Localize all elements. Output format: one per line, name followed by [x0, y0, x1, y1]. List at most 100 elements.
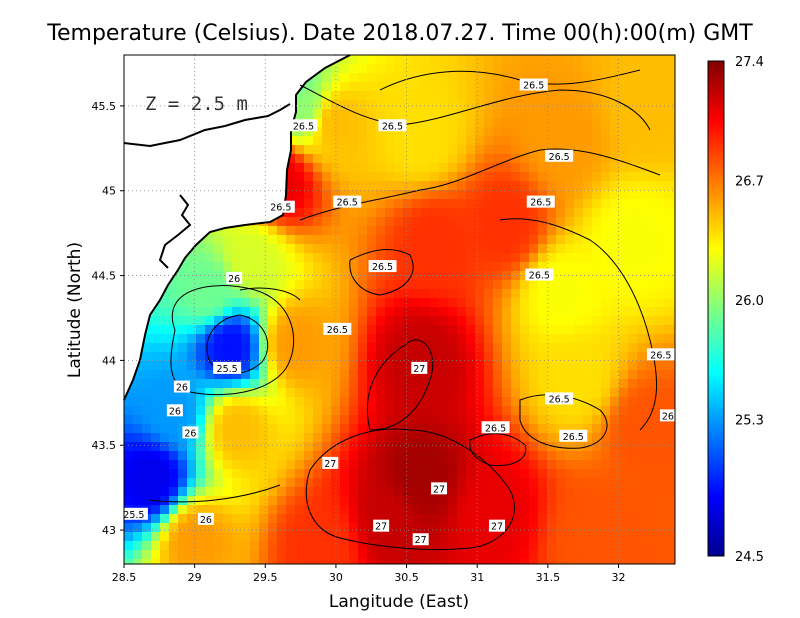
temperature-cell	[511, 388, 521, 398]
y-tick-label: 43.5	[92, 439, 117, 452]
contour-labels: 26.526.5 26.526.526.526.526.526.526.526.5…	[119, 78, 676, 546]
temperature-cell	[322, 208, 332, 218]
temperature-cell	[349, 442, 359, 452]
temperature-cell	[367, 289, 377, 299]
temperature-cell	[664, 424, 674, 434]
temperature-cell	[367, 442, 377, 452]
temperature-cell	[196, 532, 206, 542]
temperature-cell	[502, 469, 512, 479]
temperature-cell	[295, 271, 305, 281]
temperature-cell	[439, 145, 449, 155]
temperature-cell	[583, 298, 593, 308]
temperature-cell	[574, 334, 584, 344]
temperature-cell	[538, 514, 548, 524]
temperature-cell	[592, 199, 602, 209]
temperature-cell	[556, 118, 566, 128]
temperature-cell	[331, 334, 341, 344]
temperature-cell	[178, 352, 188, 362]
temperature-cell	[538, 505, 548, 515]
temperature-cell	[610, 217, 620, 227]
temperature-cell	[322, 361, 332, 371]
temperature-cell	[547, 343, 557, 353]
temperature-cell	[169, 442, 179, 452]
temperature-cell	[214, 253, 224, 263]
temperature-cell	[664, 253, 674, 263]
temperature-cell	[529, 190, 539, 200]
temperature-cell	[601, 379, 611, 389]
temperature-cell	[421, 136, 431, 146]
contour-label-bg	[173, 380, 190, 393]
temperature-cell	[664, 172, 674, 182]
temperature-cell	[475, 523, 485, 533]
temperature-cell	[178, 280, 188, 290]
temperature-cell	[448, 73, 458, 83]
temperature-cell	[160, 289, 170, 299]
temperature-cell	[556, 514, 566, 524]
temperature-cell	[142, 415, 152, 425]
temperature-cell	[457, 469, 467, 479]
temperature-cell	[349, 145, 359, 155]
temperature-cell	[214, 397, 224, 407]
temperature-cell	[646, 217, 656, 227]
temperature-cell	[529, 109, 539, 119]
temperature-cell	[421, 217, 431, 227]
temperature-cell	[151, 334, 161, 344]
temperature-cell	[223, 289, 233, 299]
temperature-cell	[232, 523, 242, 533]
temperature-cell	[277, 532, 287, 542]
temperature-cell	[268, 343, 278, 353]
temperature-cell	[295, 100, 305, 110]
temperature-cell	[484, 361, 494, 371]
temperature-cell	[664, 487, 674, 497]
temperature-cell	[187, 559, 197, 564]
temperature-cell	[673, 397, 675, 407]
temperature-cell	[484, 559, 494, 564]
temperature-cell	[610, 64, 620, 74]
temperature-cell	[502, 91, 512, 101]
temperature-cell	[538, 154, 548, 164]
temperature-cell	[223, 550, 233, 560]
temperature-cell	[466, 442, 476, 452]
temperature-cell	[367, 433, 377, 443]
temperature-cell	[322, 271, 332, 281]
temperature-cell	[169, 433, 179, 443]
temperature-cell	[286, 244, 296, 254]
temperature-cell	[295, 226, 305, 236]
temperature-cell	[619, 415, 629, 425]
temperature-cell	[394, 469, 404, 479]
temperature-cell	[403, 442, 413, 452]
temperature-cell	[358, 181, 368, 191]
temperature-cell	[673, 514, 675, 524]
temperature-cell	[259, 433, 269, 443]
temperature-cell	[313, 469, 323, 479]
temperature-cell	[259, 343, 269, 353]
temperature-cell	[349, 235, 359, 245]
temperature-cell	[538, 388, 548, 398]
temperature-cell	[511, 469, 521, 479]
temperature-cell	[655, 271, 665, 281]
temperature-cell	[619, 352, 629, 362]
temperature-cell	[304, 109, 314, 119]
temperature-cell	[286, 172, 296, 182]
temperature-cell	[664, 199, 674, 209]
temperature-cell	[556, 487, 566, 497]
temperature-cell	[304, 370, 314, 380]
temperature-cell	[340, 433, 350, 443]
temperature-cell	[277, 316, 287, 326]
temperature-cell	[574, 343, 584, 353]
temperature-cell	[313, 424, 323, 434]
temperature-cell	[412, 64, 422, 74]
temperature-cell	[592, 478, 602, 488]
temperature-cell	[601, 442, 611, 452]
contour-label: 26.5	[368, 260, 397, 273]
temperature-cell	[367, 163, 377, 173]
temperature-cell	[610, 253, 620, 263]
contour-label-bg	[373, 519, 390, 532]
temperature-cell	[466, 217, 476, 227]
temperature-cell	[592, 235, 602, 245]
temperature-cell	[556, 505, 566, 515]
temperature-cell	[133, 559, 143, 564]
temperature-cell	[385, 397, 395, 407]
temperature-cell	[628, 127, 638, 137]
temperature-cell	[556, 541, 566, 551]
